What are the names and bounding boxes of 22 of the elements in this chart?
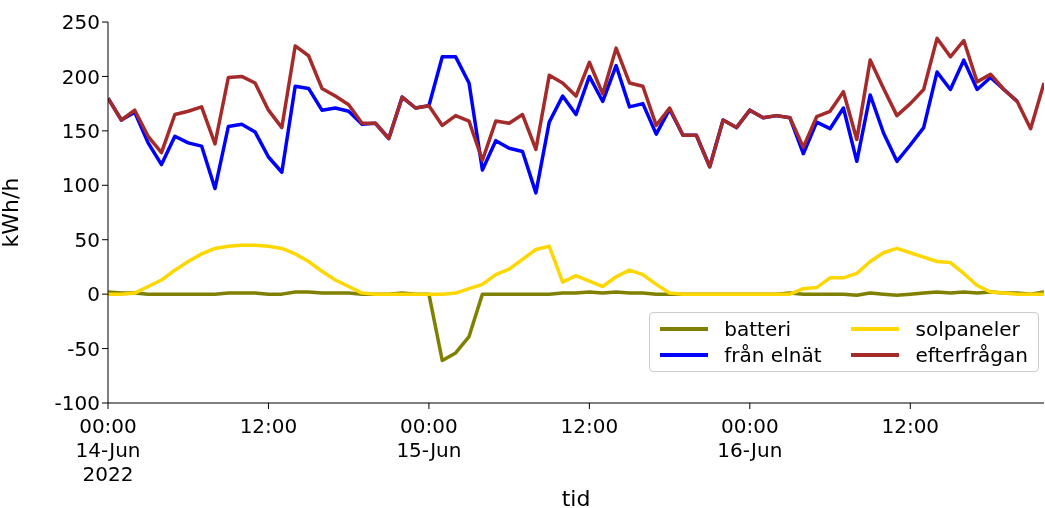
legend-label: solpaneler [915,317,1020,341]
x-tick-label: 00:00 16-Jun [717,414,783,462]
legend-label: batteri [724,317,792,341]
line-series [108,243,1044,296]
y-tick-label: 150 [61,118,100,143]
y-tick-label: 200 [61,64,100,89]
x-tick-label: 00:00 15-Jun [396,414,462,462]
y-tick-label: 250 [61,10,100,35]
x-tick-label: 00:00 14-Jun 2022 [75,414,141,486]
y-tick-label: -100 [54,391,100,416]
y-tick-label: -50 [67,336,100,361]
x-tick-label: 12:00 [239,414,298,438]
y-tick-label: 100 [61,173,100,198]
x-tick-label: 12:00 [560,414,619,438]
legend-label: från elnät [724,343,822,367]
y-tick-label: 50 [74,227,100,252]
x-tick-label: 12:00 [881,414,940,438]
y-axis-title: kWh/h [0,177,23,248]
line-series [108,36,1044,169]
legend-label: efterfrågan [915,343,1028,367]
x-axis-title: tid [561,486,591,508]
y-tick-label: 0 [87,282,100,307]
